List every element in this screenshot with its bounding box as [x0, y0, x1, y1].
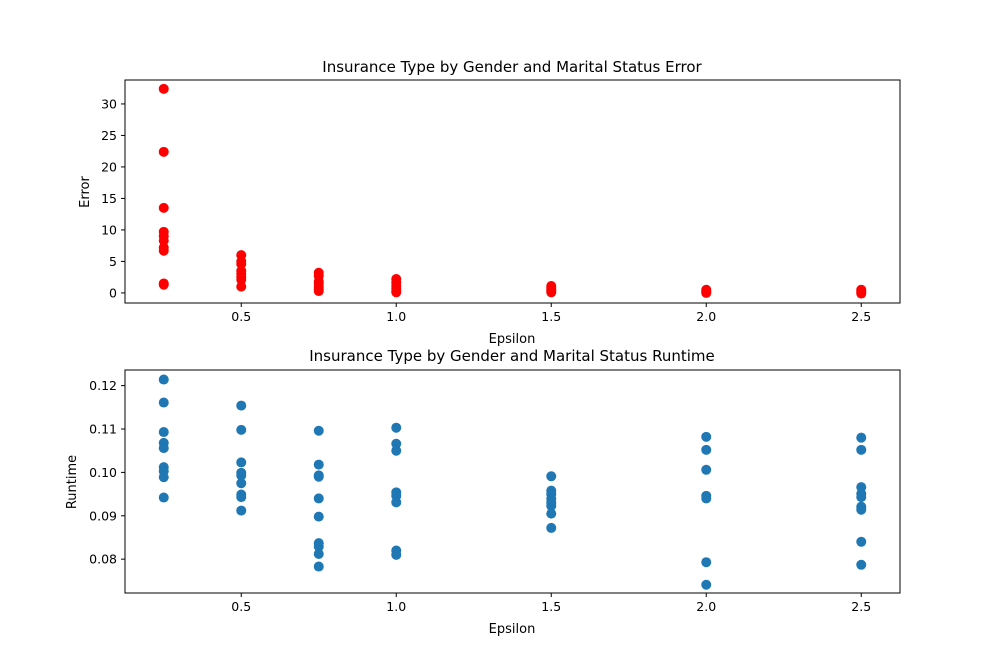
runtime-x-tick-label: 2.0: [696, 599, 716, 614]
runtime-data-point: [236, 400, 247, 411]
error-data-point: [158, 202, 169, 213]
runtime-x-axis-label: Epsilon: [489, 622, 536, 637]
error-data-point: [391, 287, 402, 298]
runtime-data-point: [158, 374, 169, 385]
runtime-y-axis-label: Runtime: [65, 455, 80, 509]
runtime-x-tick-label: 1.0: [386, 599, 406, 614]
error-plot-frame: [124, 79, 901, 304]
runtime-data-point: [391, 497, 402, 508]
error-y-tick-label: 30: [101, 96, 117, 111]
runtime-y-tick-label: 0.08: [89, 552, 117, 567]
runtime-data-point: [856, 504, 867, 515]
error-data-point: [158, 235, 169, 246]
error-data-point: [856, 288, 867, 299]
error-data-point: [158, 279, 169, 290]
error-x-tick-label: 2.0: [696, 309, 716, 324]
runtime-data-point: [236, 478, 247, 489]
runtime-data-point: [701, 579, 712, 590]
runtime-data-point: [158, 472, 169, 483]
runtime-data-point: [158, 427, 169, 438]
error-data-point: [236, 281, 247, 292]
runtime-data-point: [158, 397, 169, 408]
runtime-data-point: [856, 536, 867, 547]
runtime-x-tick-label: 2.5: [851, 599, 871, 614]
runtime-data-point: [313, 548, 324, 559]
error-data-point: [236, 274, 247, 285]
runtime-data-point: [313, 471, 324, 482]
error-data-point: [158, 146, 169, 157]
runtime-data-point: [391, 445, 402, 456]
runtime-data-point: [236, 505, 247, 516]
runtime-data-point: [391, 438, 402, 449]
runtime-data-point: [856, 559, 867, 570]
runtime-data-point: [236, 470, 247, 481]
error-data-point: [158, 83, 169, 94]
runtime-data-point: [391, 422, 402, 433]
runtime-y-tick-label: 0.11: [89, 422, 117, 437]
runtime-data-point: [313, 511, 324, 522]
error-points: [158, 83, 867, 299]
error-x-tick-label: 1.0: [386, 309, 406, 324]
runtime-data-point: [856, 444, 867, 455]
runtime-chart-title: Insurance Type by Gender and Marital Sta…: [309, 347, 714, 365]
runtime-data-point: [701, 431, 712, 442]
runtime-data-point: [313, 425, 324, 436]
runtime-data-point: [856, 492, 867, 503]
error-x-axis-label: Epsilon: [489, 332, 536, 347]
runtime-data-point: [158, 492, 169, 503]
runtime-data-point: [313, 493, 324, 504]
runtime-data-point: [856, 432, 867, 443]
runtime-ticks: 0.5 1.0 1.5 2.0 2.5 0.08 0.09 0.10 0.11 0.12: [89, 378, 871, 614]
runtime-plot-frame: [124, 369, 901, 594]
runtime-x-tick-label: 0.5: [231, 599, 251, 614]
error-data-point: [158, 245, 169, 256]
error-x-tick-label: 0.5: [231, 309, 251, 324]
runtime-data-point: [313, 541, 324, 552]
error-data-point: [313, 286, 324, 297]
error-y-tick-label: 15: [101, 191, 117, 206]
runtime-data-point: [236, 457, 247, 468]
runtime-data-point: [701, 493, 712, 504]
runtime-data-point: [313, 459, 324, 470]
error-data-point: [546, 287, 557, 298]
error-y-axis-label: Error: [78, 176, 93, 208]
error-chart-title: Insurance Type by Gender and Marital Sta…: [322, 58, 702, 76]
error-subplot: Insurance Type by Gender and Marital Sta…: [78, 58, 901, 347]
runtime-data-point: [158, 443, 169, 454]
runtime-x-tick-label: 1.5: [541, 599, 561, 614]
runtime-y-tick-label: 0.12: [89, 378, 117, 393]
error-ticks: 0.5 1.0 1.5 2.0 2.5 0 5 10 15 20 25 30: [101, 96, 871, 324]
runtime-data-point: [391, 549, 402, 560]
runtime-data-point: [701, 557, 712, 568]
error-y-tick-label: 0: [109, 285, 117, 300]
error-x-tick-label: 1.5: [541, 309, 561, 324]
runtime-data-point: [546, 522, 557, 533]
error-data-point: [701, 287, 712, 298]
runtime-data-point: [701, 464, 712, 475]
runtime-data-point: [313, 561, 324, 572]
error-y-tick-label: 5: [109, 254, 117, 269]
runtime-data-point: [236, 424, 247, 435]
error-y-tick-label: 25: [101, 128, 117, 143]
runtime-y-tick-label: 0.09: [89, 508, 117, 523]
runtime-data-point: [236, 492, 247, 503]
runtime-data-point: [546, 508, 557, 519]
runtime-points: [158, 374, 867, 590]
runtime-data-point: [701, 444, 712, 455]
runtime-data-point: [546, 471, 557, 482]
runtime-y-tick-label: 0.10: [89, 465, 117, 480]
error-data-point: [236, 258, 247, 269]
error-y-tick-label: 10: [101, 222, 117, 237]
error-x-tick-label: 2.5: [851, 309, 871, 324]
runtime-subplot: Insurance Type by Gender and Marital Sta…: [65, 347, 901, 637]
error-y-tick-label: 20: [101, 159, 117, 174]
runtime-data-point: [546, 500, 557, 511]
